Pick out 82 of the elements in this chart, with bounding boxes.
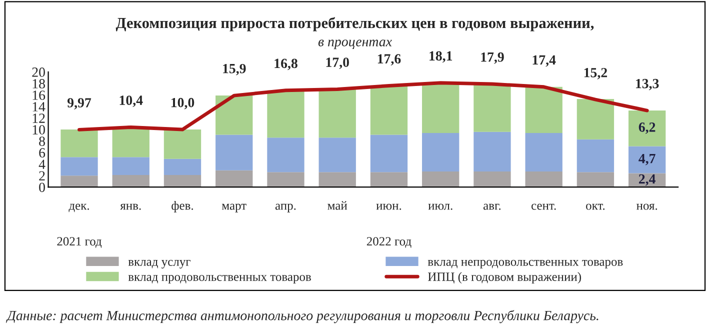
bar [112,175,150,188]
text: 2021 год [57,237,102,248]
x-tick-label: май [328,201,348,210]
bar [422,132,460,172]
bar [164,130,202,159]
bar [370,172,408,188]
bar [164,158,202,176]
data-label: 16,8 [274,58,298,70]
bar [267,172,304,188]
y-tick-label: 18 [32,79,45,88]
y-tick-label: 4 [38,160,46,169]
legend-label: вклад продовольственных товаров [128,275,311,284]
y-tick-label: 6 [39,148,46,158]
x-tick-label: окт. [586,204,605,210]
data-label: 10,4 [120,96,143,107]
data-label: 17,4 [532,55,556,67]
data-label: 17,9 [481,52,504,64]
bar [576,99,614,140]
text: Данные: расчет Министерства антимонопольного регулирования и торговли Республики Беларусь. [6,310,598,324]
bar [216,96,253,135]
bar [576,172,614,188]
bar [576,139,614,172]
x-tick-label: янв. [120,204,141,210]
data-label: 2,4 [638,174,656,186]
data-label: 15,2 [584,68,608,80]
y-tick-label: 10 [32,125,45,134]
y-tick-label: 12 [32,114,45,123]
x-tick-label: ноя. [636,204,658,210]
data-label: 4,7 [638,154,656,166]
data-label: 10,0 [171,98,194,110]
bar [318,89,356,138]
bar [474,172,511,188]
bar [267,138,304,172]
data-label: 17,6 [378,54,401,66]
bar [60,157,98,176]
bar [216,134,253,170]
bar [422,172,460,188]
x-tick-label: авг. [484,204,501,210]
bar [267,90,304,138]
bar [112,127,150,158]
bar [318,138,356,172]
x-tick-label: сент. [532,204,556,210]
bar [525,86,562,133]
y-tick-label: 0 [39,182,45,192]
data-label: 15,9 [223,64,246,76]
bar [628,146,666,174]
data-label: 9,97 [67,98,92,110]
chart-subtitle: в процентах [318,40,392,50]
bar [164,175,202,188]
x-tick-label: июн. [376,204,402,210]
x-tick-label: апр. [275,204,296,212]
bar [474,132,511,172]
bar [370,86,408,135]
y-tick-label: 20 [32,68,45,77]
data-label: 13,3 [636,78,659,90]
legend-label: ИПЦ (в годовом выражении) [428,272,582,284]
bar [370,134,408,172]
bar [216,170,253,188]
bar [60,130,98,158]
bar [628,110,666,146]
y-tick-label: 16 [32,90,46,100]
y-tick-label: 8 [39,136,45,146]
x-tick-label: дек. [68,204,89,212]
data-label: 6,2 [638,122,656,134]
bar [525,132,562,172]
bar [60,176,98,188]
bar [525,172,562,188]
y-tick-label: 14 [32,102,46,112]
data-label: 18,1 [430,51,452,63]
bar [474,84,511,132]
bar [318,172,356,188]
data-label: 17,0 [326,58,349,69]
y-tick-label: 2 [39,171,45,180]
text: 2022 год [366,237,412,248]
chart-title: Декомпозиция прироста потребительских цен в годовом выражении, [116,17,594,32]
legend-label: вклад непродовольственных товаров [428,260,623,268]
x-tick-label: март [222,204,246,212]
x-tick-label: фев. [172,201,194,212]
bar [112,157,150,176]
bar [422,82,460,133]
legend-label: вклад услуг [128,260,190,268]
x-tick-label: июл. [428,204,452,210]
